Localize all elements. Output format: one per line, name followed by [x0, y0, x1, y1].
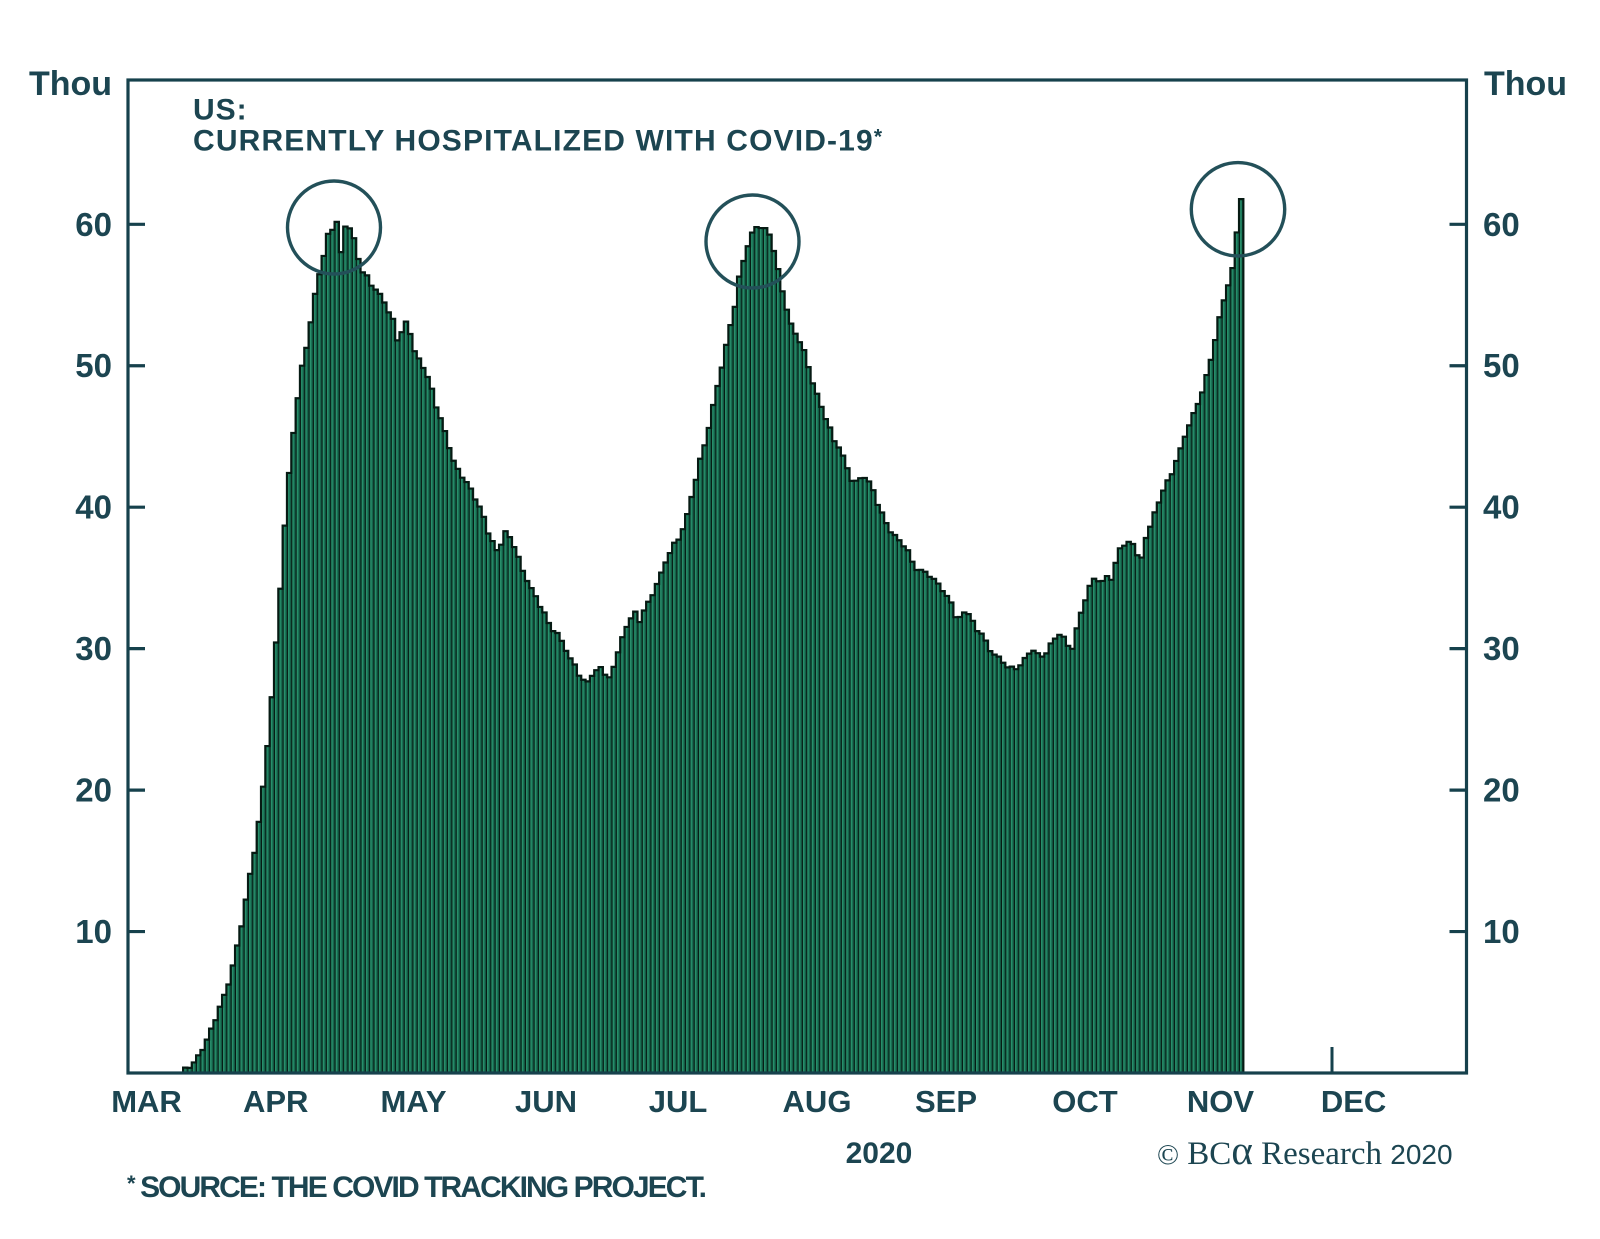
svg-text:MAY: MAY: [380, 1084, 446, 1119]
svg-text:50: 50: [1483, 347, 1520, 384]
svg-text:60: 60: [1483, 206, 1520, 243]
svg-text:40: 40: [1483, 489, 1520, 526]
svg-text:SEP: SEP: [915, 1084, 977, 1119]
svg-text:CURRENTLY HOSPITALIZED WITH CO: CURRENTLY HOSPITALIZED WITH COVID-19*: [193, 125, 883, 158]
svg-text:50: 50: [75, 347, 112, 384]
svg-text:10: 10: [75, 913, 112, 950]
svg-text:Thou: Thou: [1484, 65, 1567, 103]
svg-text:MAR: MAR: [111, 1084, 182, 1119]
svg-text:DEC: DEC: [1321, 1084, 1386, 1119]
svg-text:30: 30: [75, 630, 112, 667]
svg-text:NOV: NOV: [1187, 1084, 1255, 1119]
svg-text:Thou: Thou: [29, 65, 112, 103]
svg-text:AUG: AUG: [783, 1084, 852, 1119]
svg-text:20: 20: [1483, 772, 1520, 809]
svg-text:10: 10: [1483, 913, 1520, 950]
svg-text:APR: APR: [243, 1084, 308, 1119]
svg-text:20: 20: [75, 772, 112, 809]
svg-text:US:: US:: [193, 94, 248, 127]
svg-text:40: 40: [75, 489, 112, 526]
svg-text:JUL: JUL: [649, 1084, 708, 1119]
svg-text:60: 60: [75, 206, 112, 243]
svg-text:2020: 2020: [846, 1137, 913, 1170]
svg-text:JUN: JUN: [515, 1084, 577, 1119]
svg-text:30: 30: [1483, 630, 1520, 667]
svg-text:* SOURCE: THE COVID TRACKING P: * SOURCE: THE COVID TRACKING PROJECT.: [127, 1171, 707, 1204]
svg-text:OCT: OCT: [1052, 1084, 1118, 1119]
